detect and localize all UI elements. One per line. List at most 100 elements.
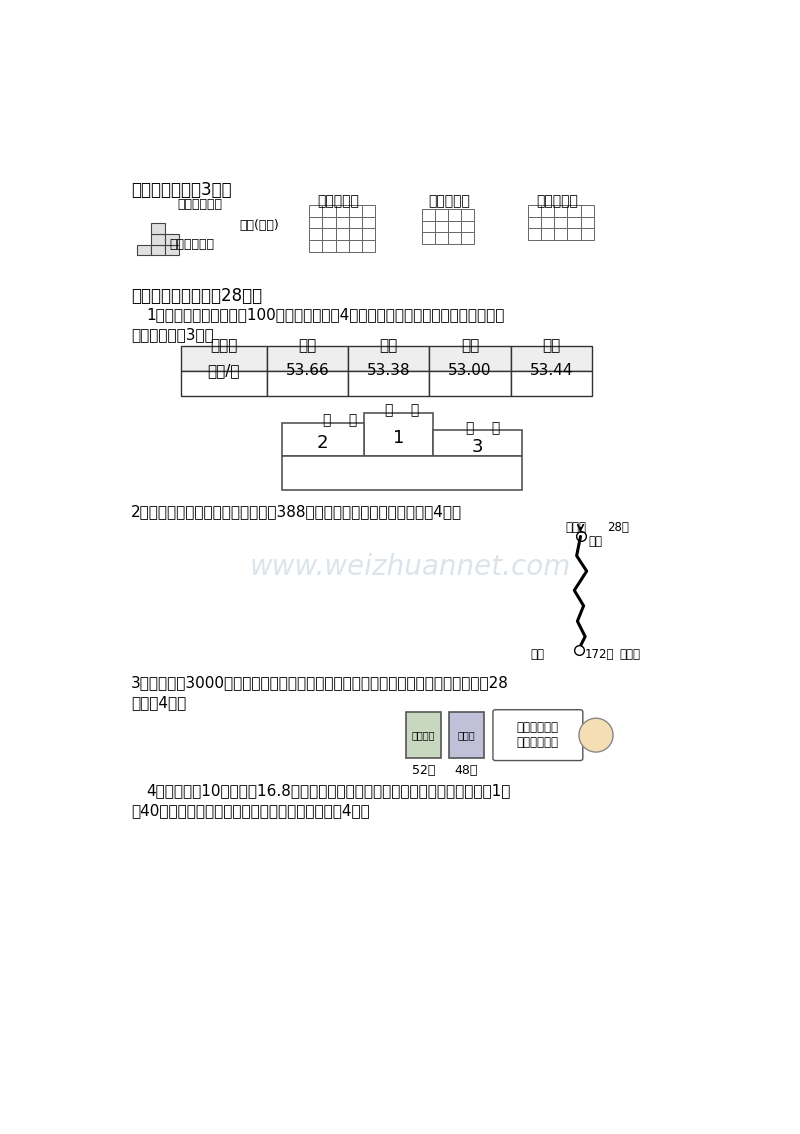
Text: 53.44: 53.44 (530, 363, 573, 379)
Bar (310, 205, 322, 217)
Text: 西游记: 西游记 (458, 730, 475, 741)
Bar (448, 210, 461, 221)
Text: 172米: 172米 (584, 649, 614, 661)
Bar (266, 371, 348, 397)
Text: 小亮（前面）: 小亮（前面） (170, 238, 214, 251)
Text: （    ）: （ ） (466, 421, 501, 435)
Bar (435, 221, 448, 232)
Circle shape (579, 718, 613, 752)
Bar (461, 232, 474, 244)
Text: 4、一列火车10分钟行驶16.8千米，照这样的速度，这列火车从甲城到乙城共行1小: 4、一列火车10分钟行驶16.8千米，照这样的速度，这列火车从甲城到乙城共行1小 (146, 782, 511, 798)
Bar (435, 232, 448, 244)
Bar (322, 217, 336, 228)
Bar (348, 346, 430, 371)
Bar (138, 245, 151, 255)
Text: 入口处: 入口处 (565, 522, 586, 534)
Bar (348, 371, 430, 397)
Text: 小强看到的: 小强看到的 (536, 195, 578, 209)
Text: 28米: 28米 (608, 522, 630, 534)
Bar (322, 240, 336, 252)
Bar (363, 413, 434, 456)
Bar (310, 240, 322, 252)
Bar (165, 245, 179, 255)
Text: 时40分钟，甲、乙两城之间的铁路长多少千米？（4分）: 时40分钟，甲、乙两城之间的铁路长多少千米？（4分） (131, 803, 370, 818)
Text: 海底世界: 海底世界 (412, 730, 435, 741)
Bar (336, 205, 349, 217)
Bar (528, 205, 541, 217)
Bar (282, 456, 522, 490)
Bar (349, 205, 362, 217)
Bar (430, 346, 510, 371)
Text: 吊桥: 吊桥 (530, 649, 544, 661)
Bar (581, 217, 594, 228)
Bar (448, 221, 461, 232)
Text: 48元: 48元 (454, 764, 478, 778)
Text: 本。（4分）: 本。（4分） (131, 695, 186, 710)
Bar (362, 205, 375, 217)
Bar (554, 217, 567, 228)
Text: 1、下面是某运动会女子100米自由泳决赛中4名运动员的成绩，把前三名的名字写在: 1、下面是某运动会女子100米自由泳决赛中4名运动员的成绩，把前三名的名字写在 (146, 307, 505, 322)
Text: 沙湖: 沙湖 (588, 535, 602, 548)
Bar (336, 240, 349, 252)
Bar (165, 234, 179, 245)
Bar (541, 205, 554, 217)
Text: 小强(右面): 小强(右面) (239, 219, 279, 232)
Bar (461, 210, 474, 221)
Bar (182, 371, 266, 397)
Text: （    ）: （ ） (323, 413, 358, 428)
Text: www.weizhuannet.com: www.weizhuannet.com (250, 553, 570, 582)
Text: 53.38: 53.38 (367, 363, 410, 379)
Text: 3、王老师带3000元去书城为学校购买新书，计划购买《海底世界》和《西游记》各28: 3、王老师带3000元去书城为学校购买新书，计划购买《海底世界》和《西游记》各2… (131, 675, 509, 691)
Bar (528, 228, 541, 240)
Text: 成绩/秒: 成绩/秒 (208, 363, 240, 379)
Bar (349, 228, 362, 240)
Text: 52元: 52元 (412, 764, 435, 778)
Bar (182, 346, 266, 371)
Bar (581, 228, 594, 240)
Text: 3: 3 (472, 438, 483, 456)
Text: 黄欣: 黄欣 (298, 338, 317, 353)
Text: 2: 2 (317, 434, 329, 452)
Bar (461, 221, 474, 232)
Text: 2、探险之旅：从入口到鳄鱼潭全长388米。沙湖与吊桥相距多少米？（4分）: 2、探险之旅：从入口到鳄鱼潭全长388米。沙湖与吊桥相距多少米？（4分） (131, 505, 462, 519)
Text: 鳄鱼潭: 鳄鱼潭 (619, 649, 640, 661)
FancyBboxPatch shape (493, 710, 583, 761)
Bar (567, 217, 581, 228)
Bar (434, 430, 522, 456)
Text: 53.66: 53.66 (286, 363, 329, 379)
Text: 六、解决问题。（共28分）: 六、解决问题。（共28分） (131, 287, 262, 305)
Bar (435, 210, 448, 221)
Bar (554, 205, 567, 217)
Text: 小亮看到的: 小亮看到的 (428, 195, 470, 209)
Bar (362, 240, 375, 252)
Text: 53.00: 53.00 (448, 363, 492, 379)
Bar (510, 346, 592, 371)
Text: 王老师的钱够
吗？为什么？: 王老师的钱够 吗？为什么？ (517, 721, 559, 750)
Bar (282, 423, 363, 456)
Bar (581, 205, 594, 217)
Text: 李佳: 李佳 (379, 338, 398, 353)
Bar (448, 232, 461, 244)
Bar (541, 217, 554, 228)
Bar (266, 346, 348, 371)
Text: （    ）: （ ） (385, 404, 419, 417)
Bar (406, 712, 441, 759)
Bar (541, 228, 554, 240)
Text: 王刚: 王刚 (461, 338, 479, 353)
Text: 周萍: 周萍 (542, 338, 561, 353)
Bar (310, 228, 322, 240)
Text: 小芳（上面）: 小芳（上面） (178, 197, 222, 211)
Bar (362, 217, 375, 228)
Bar (362, 228, 375, 240)
Bar (336, 217, 349, 228)
Bar (422, 221, 435, 232)
Bar (554, 228, 567, 240)
Bar (336, 228, 349, 240)
Bar (422, 232, 435, 244)
Bar (430, 371, 510, 397)
Bar (151, 234, 165, 245)
Bar (349, 240, 362, 252)
Text: 运动员: 运动员 (210, 338, 238, 353)
Bar (422, 210, 435, 221)
Bar (151, 245, 165, 255)
